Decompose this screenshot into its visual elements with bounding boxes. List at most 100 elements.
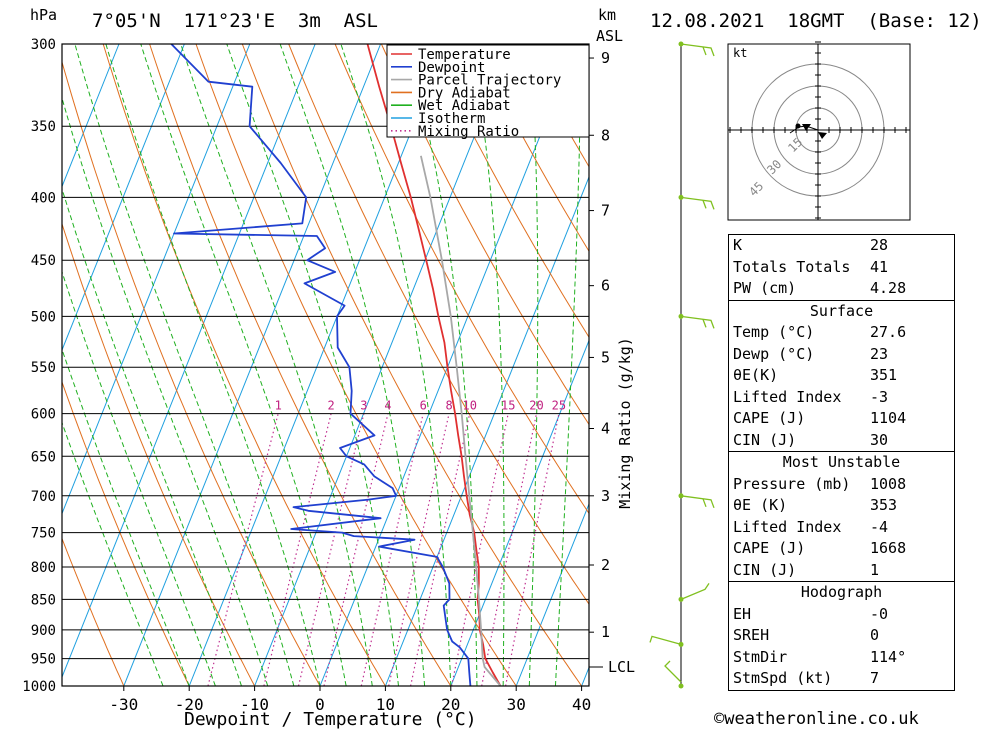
isotherm-line [123, 44, 382, 686]
profile-lines [170, 44, 502, 686]
header-hpa: hPa [30, 6, 58, 24]
header-location: 7°05'N 171°23'E 3m ASL [92, 10, 378, 32]
wet-adiabat-line [279, 44, 426, 686]
legend-label: Wet Adiabat [418, 98, 511, 114]
pressure-label: 950 [31, 652, 56, 668]
legend-label: Temperature [418, 47, 511, 63]
index-row: Lifted Index -4 [733, 517, 889, 536]
x-tick-label: -10 [240, 695, 269, 714]
x-tick-label: 40 [572, 695, 591, 714]
pressure-axis-labels: 300 350 400 450 500 550 600 650 700 750 800 850 900 9… [22, 37, 56, 695]
pressure-label: 850 [31, 592, 56, 608]
mixing-ratio-label: 15 [501, 399, 515, 413]
km-label: 1 [601, 623, 610, 641]
mixing-ratio-line [505, 413, 560, 686]
mixing-ratio-axis-title: Mixing Ratio (g/kg) [616, 337, 634, 509]
wind-barb-flag [702, 46, 707, 56]
hodograph-trace [789, 125, 819, 134]
km-label: 7 [601, 202, 610, 220]
index-row: θE(K) 351 [733, 366, 898, 384]
dry-adiabat-line [62, 537, 125, 686]
mixing-ratio-label: 2 [327, 399, 334, 413]
km-label: 2 [601, 556, 610, 574]
index-row: CAPE (J) 1104 [733, 409, 907, 427]
index-row: PW (cm) 4.28 [733, 279, 907, 297]
footer-credit[interactable]: ©weatheronline.co.uk [714, 709, 919, 729]
km-label: 9 [601, 49, 610, 67]
hodograph-point [795, 123, 801, 129]
index-row: CIN (J) 1 [733, 560, 880, 579]
pressure-label: 450 [31, 253, 56, 269]
wind-barb-flag [702, 200, 707, 209]
surface-title: Surface [729, 299, 954, 323]
dewpoint-line [170, 44, 472, 686]
km-label: 5 [601, 348, 610, 366]
isotherm-line [384, 175, 589, 686]
legend-label: Parcel Trajectory [418, 73, 561, 89]
isotherm-line [319, 44, 578, 686]
index-row: Dewp (°C) 23 [733, 344, 889, 363]
wet-adiabat-line [554, 44, 582, 686]
wet-adiabat-line [105, 44, 321, 686]
km-label: 3 [601, 487, 610, 505]
isotherm-line [450, 339, 589, 686]
km-label: 6 [601, 277, 610, 295]
index-row: StmDir 114° [733, 647, 907, 666]
wet-adiabat-line [62, 187, 242, 686]
isotherm-line [254, 44, 512, 686]
dry-adiabat-line [427, 44, 589, 339]
wind-barb-flag [702, 319, 707, 328]
header-km: km [598, 6, 617, 24]
index-row: Lifted Index -3 [733, 387, 889, 406]
index-row: Pressure (mb) 1008 [733, 474, 907, 493]
km-label: 4 [601, 420, 610, 438]
dry-adiabat-line [473, 44, 589, 253]
pressure-label: 650 [31, 449, 56, 465]
wind-point [678, 683, 684, 689]
mixing-ratio-line [481, 413, 538, 686]
temperature-line [366, 44, 502, 686]
hodograph-storm-marker [802, 124, 811, 131]
x-tick-label: 0 [315, 695, 325, 714]
hodograph-title: Hodograph [729, 581, 954, 604]
pressure-label: 900 [31, 623, 56, 639]
hodograph-unit: kt [733, 46, 747, 60]
x-tick-label: 20 [441, 695, 460, 714]
pressure-label: 350 [31, 119, 56, 135]
pressure-label: 550 [31, 360, 56, 376]
mixing-ratio-labels: 1 2 3 4 6 8 10 15 20 25 [275, 399, 567, 413]
wind-barb [664, 660, 682, 683]
pressure-label: 500 [31, 309, 56, 325]
mixing-ratio-label: 6 [420, 399, 427, 413]
mixing-ratio-label: 10 [462, 399, 476, 413]
isotherm-line [62, 44, 120, 188]
wind-barb-flag [702, 498, 707, 508]
index-row: θE (K) 353 [733, 496, 898, 514]
parcel-trajectory-line [420, 155, 502, 686]
hodograph-storm-marker [818, 132, 827, 139]
pressure-label: 300 [31, 37, 56, 53]
mixing-ratio-label: 1 [275, 399, 282, 413]
wind-profile [649, 41, 715, 689]
wet-adiabat-line [140, 44, 347, 686]
wet-adiabat-line [406, 44, 478, 686]
wind-barb [680, 315, 715, 329]
km-axis: 1 2 3 4 5 6 7 8 9 LCL [589, 49, 635, 676]
wet-adiabat-line [470, 44, 505, 686]
index-row: Temp (°C) 27.6 [733, 323, 907, 341]
hodograph-frame [727, 43, 911, 221]
lcl-label: LCL [608, 658, 635, 676]
dry-adiabat-line [380, 44, 589, 426]
mixing-ratio-label: 20 [529, 399, 543, 413]
isotherm-line [62, 44, 185, 352]
legend-label: Dry Adiabat [418, 85, 511, 101]
wind-barb [680, 495, 715, 509]
legend-label: Mixing Ratio [418, 124, 519, 140]
legend-box [386, 44, 590, 138]
pressure-label: 750 [31, 526, 56, 542]
mixing-ratio-line [451, 413, 509, 686]
pressure-label: 1000 [22, 679, 56, 695]
index-row: SREH 0 [733, 626, 880, 644]
index-row: K 28 [733, 236, 889, 254]
